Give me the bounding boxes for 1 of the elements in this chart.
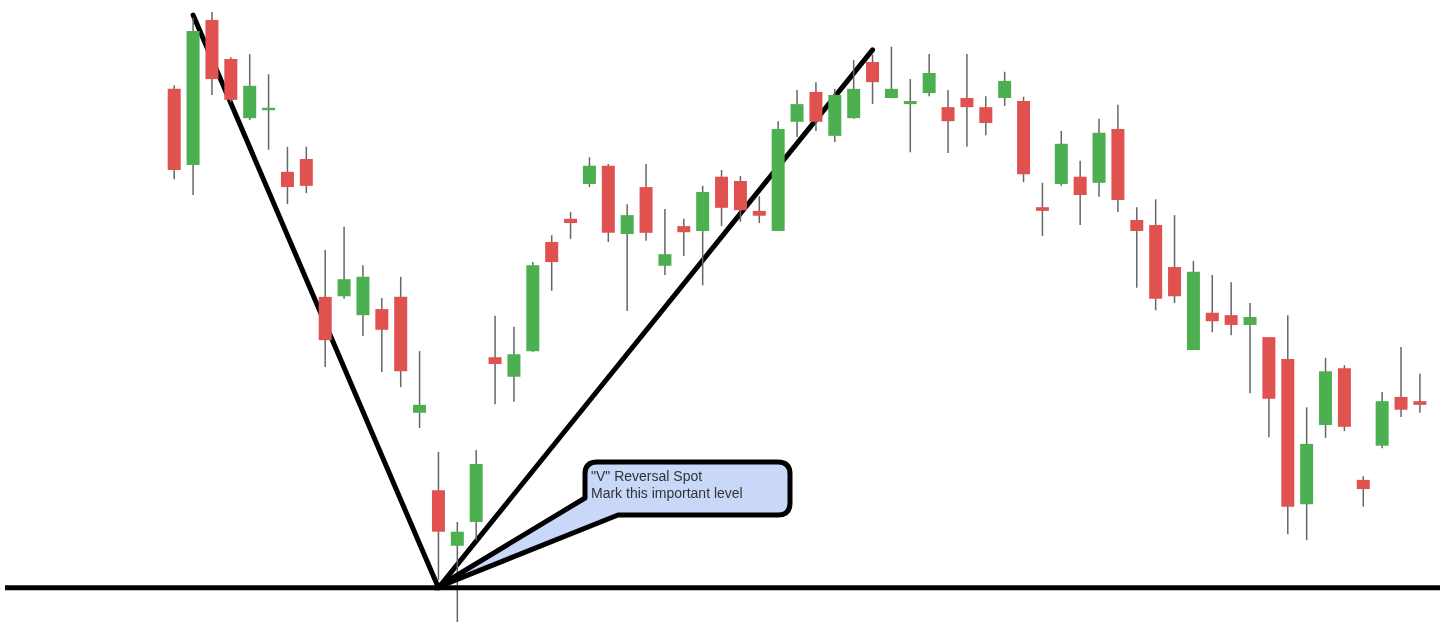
annotation: "V" Reversal Spot Mark this important level — [591, 468, 743, 501]
